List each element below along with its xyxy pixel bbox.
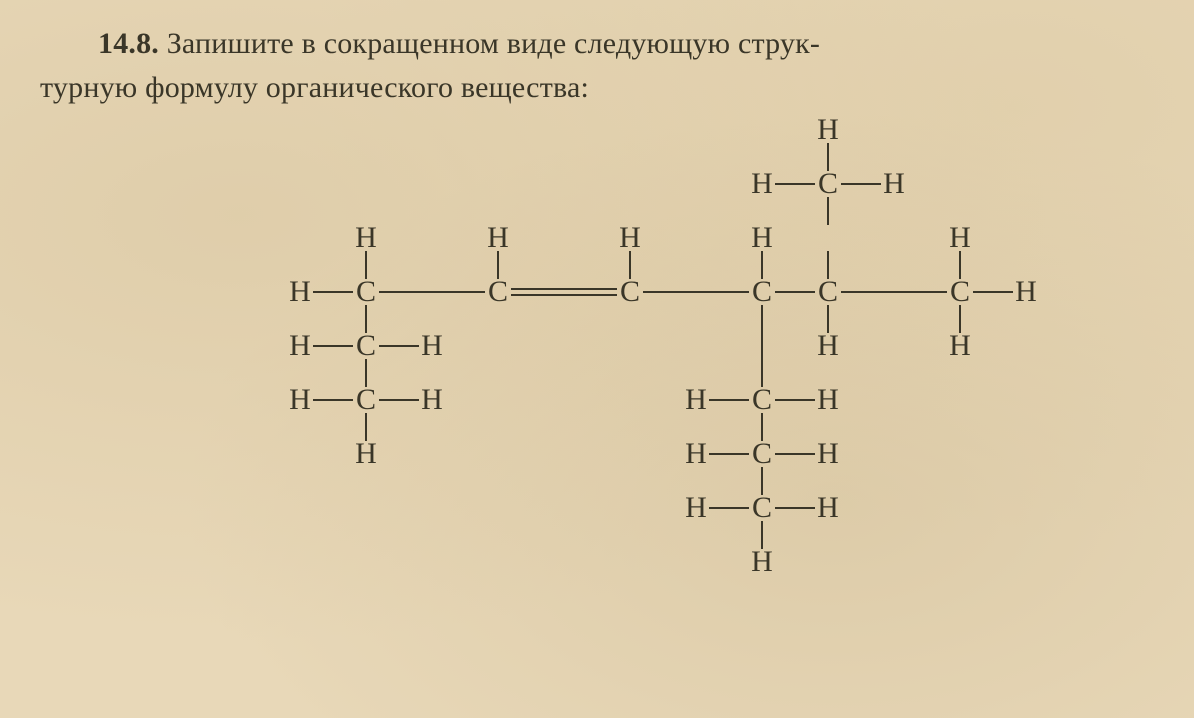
hydrogen-atom: H — [813, 439, 843, 469]
hydrogen-atom: H — [417, 385, 447, 415]
bond-single — [311, 331, 355, 361]
bond-single — [311, 385, 355, 415]
bond-single — [377, 277, 487, 307]
bond-single — [813, 303, 843, 335]
bond-single — [377, 385, 421, 415]
bond-single — [813, 141, 843, 173]
bond-single — [615, 249, 645, 281]
hydrogen-atom: H — [813, 493, 843, 523]
bond-single — [351, 303, 381, 335]
hydrogen-atom: H — [879, 169, 909, 199]
bond-single — [773, 169, 817, 199]
hydrogen-atom: H — [747, 547, 777, 577]
bond-single — [707, 385, 751, 415]
bond-single — [351, 249, 381, 281]
bond-single — [747, 411, 777, 443]
hydrogen-atom: H — [1011, 277, 1041, 307]
hydrogen-atom: H — [813, 331, 843, 361]
bond-single — [747, 519, 777, 551]
bond-double — [509, 277, 619, 307]
bond-single — [839, 277, 949, 307]
bond-single — [707, 493, 751, 523]
bond-single — [747, 303, 777, 389]
problem-text: 14.8. Запишите в сокращенном виде следую… — [40, 22, 1164, 109]
bond-single — [351, 411, 381, 443]
bond-single — [773, 439, 817, 469]
bond-single — [747, 249, 777, 281]
problem-line1: Запишите в сокращенном виде следующую ст… — [167, 27, 820, 60]
problem-number: 14.8. — [98, 27, 159, 60]
bond-single — [773, 385, 817, 415]
bond-single — [351, 357, 381, 389]
hydrogen-atom: H — [945, 331, 975, 361]
bond-single — [483, 249, 513, 281]
bond-single — [971, 277, 1015, 307]
bond-single — [707, 439, 751, 469]
bond-single — [945, 303, 975, 335]
bond-single — [813, 249, 843, 281]
structural-formula-diagram: HHCHHHHHHHCCCCCCHHCHHHHCHHCHHHCHHCHH — [0, 130, 1194, 710]
bond-single — [945, 249, 975, 281]
bond-single — [377, 331, 421, 361]
hydrogen-atom: H — [417, 331, 447, 361]
bond-single — [641, 277, 751, 307]
problem-line2: турную формулу органического вещества: — [40, 71, 589, 104]
bond-single — [773, 493, 817, 523]
hydrogen-atom: H — [813, 385, 843, 415]
bond-single — [747, 465, 777, 497]
bond-single — [813, 195, 843, 227]
bond-single — [839, 169, 883, 199]
bond-single — [773, 277, 817, 307]
hydrogen-atom: H — [351, 439, 381, 469]
bond-single — [311, 277, 355, 307]
